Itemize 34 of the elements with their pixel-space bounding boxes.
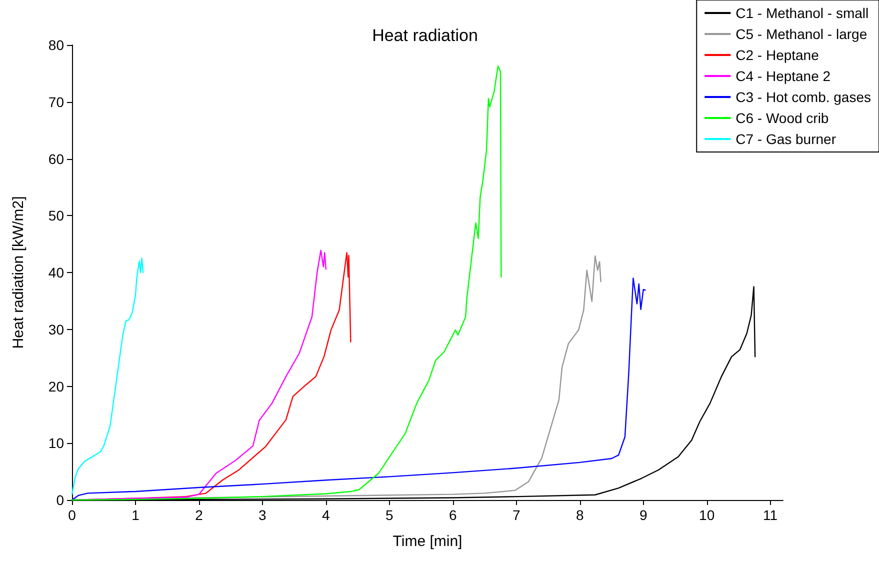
y-tick-label: 30 (48, 321, 64, 338)
line-series (71, 278, 646, 501)
legend-label: C5 - Methanol - large (736, 26, 868, 42)
legend-label: C1 - Methanol - small (736, 5, 869, 21)
legend-label: C7 - Gas burner (736, 131, 836, 147)
y-tick-label: 20 (48, 378, 64, 394)
line-series (71, 65, 502, 501)
legend-label: C3 - Hot comb. gases (736, 89, 872, 105)
y-tick-label: 0 (56, 492, 64, 508)
legend-label: C4 - Heptane 2 (736, 68, 831, 84)
chart-title: Heat radiation (372, 26, 478, 45)
x-tick-label: 9 (639, 507, 648, 523)
x-tick-label: 3 (258, 507, 267, 523)
y-tick-label: 50 (48, 208, 64, 224)
x-tick-label: 6 (448, 507, 457, 523)
y-tick-label: 60 (48, 150, 64, 167)
x-tick-label: 2 (195, 507, 204, 523)
y-tick-label: 40 (48, 264, 64, 280)
line-series (71, 258, 144, 495)
x-tick-label: 5 (386, 507, 394, 523)
x-tick-label: 1 (132, 507, 140, 523)
x-tick-label: 11 (763, 507, 778, 523)
x-tick-label: 8 (576, 507, 584, 523)
y-tick-label: 70 (48, 94, 64, 110)
x-axis-title: Time [min] (392, 533, 462, 550)
x-tick-label: 7 (512, 507, 520, 523)
y-tick-label: 10 (48, 435, 64, 452)
legend-label: C6 - Wood crib (736, 110, 829, 126)
y-axis-title: Heat radiation [kW/m2] (10, 196, 27, 349)
x-tick-label: 10 (699, 507, 715, 523)
x-tick-label: 4 (322, 507, 330, 523)
y-tick-label: 80 (48, 37, 64, 53)
x-tick-label: 0 (68, 507, 76, 523)
legend-label: C2 - Heptane (736, 47, 820, 63)
